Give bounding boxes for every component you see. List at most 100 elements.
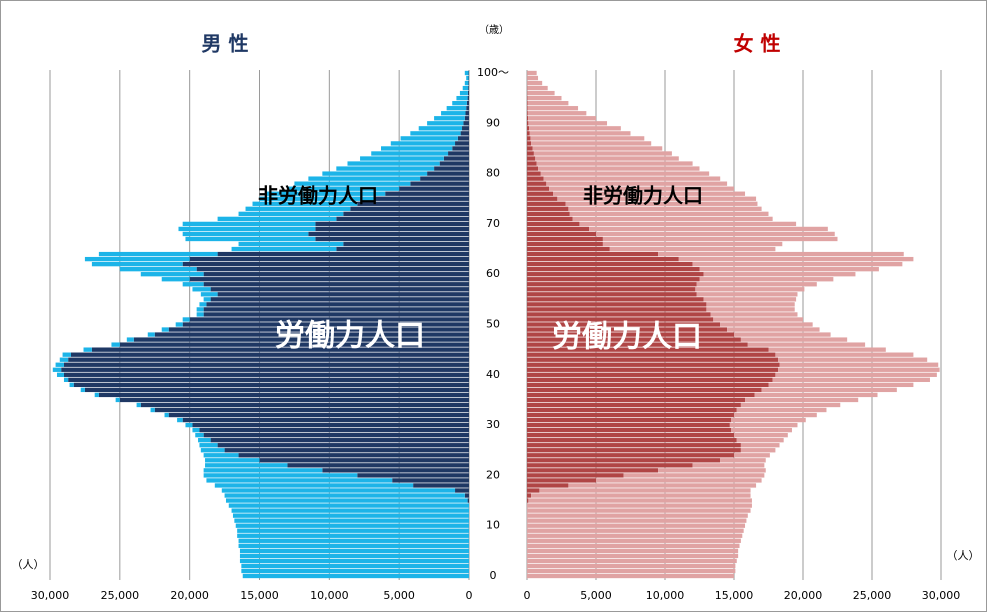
bar xyxy=(527,508,751,513)
bar xyxy=(196,312,204,317)
bar xyxy=(531,141,652,146)
bar xyxy=(238,538,469,543)
bar xyxy=(602,236,838,242)
bar xyxy=(543,176,721,181)
bar xyxy=(527,101,528,106)
bar xyxy=(446,106,467,111)
x-tick-label: 25,000 xyxy=(853,589,892,602)
bar xyxy=(527,317,714,322)
bar xyxy=(217,443,469,448)
bar xyxy=(729,422,798,428)
bar xyxy=(210,438,469,443)
bar xyxy=(706,307,795,312)
bar xyxy=(59,357,69,362)
bar xyxy=(696,282,817,287)
bar xyxy=(778,357,928,362)
bar xyxy=(609,246,776,252)
bar xyxy=(527,307,707,312)
bar xyxy=(539,488,751,493)
bar xyxy=(623,473,765,478)
y-tick-label: 90 xyxy=(486,116,500,129)
y-tick-label: 60 xyxy=(486,267,500,280)
bar xyxy=(459,90,468,96)
bar xyxy=(527,357,779,362)
y-tick-label: 10 xyxy=(486,519,500,532)
bar xyxy=(464,493,469,498)
bar xyxy=(452,101,467,106)
bar xyxy=(768,347,886,352)
bar xyxy=(527,518,747,523)
bar xyxy=(527,352,776,357)
bar xyxy=(185,422,193,428)
bar xyxy=(527,111,528,116)
bar xyxy=(55,362,64,367)
bar xyxy=(527,156,536,161)
bar xyxy=(527,186,550,191)
bar xyxy=(531,493,751,498)
bar xyxy=(527,302,707,307)
bar xyxy=(527,277,700,282)
bar xyxy=(456,95,468,101)
bar xyxy=(381,146,453,151)
bar xyxy=(527,402,741,408)
bar xyxy=(161,327,169,332)
bar xyxy=(527,488,540,493)
bar xyxy=(168,412,469,418)
bar xyxy=(189,256,469,262)
bar xyxy=(336,216,469,222)
bar xyxy=(527,95,562,101)
bar xyxy=(343,211,469,217)
y-tick-label: 80 xyxy=(486,167,500,180)
bar xyxy=(84,256,190,262)
bar xyxy=(119,267,197,272)
bar xyxy=(203,473,358,478)
bar xyxy=(463,121,469,126)
bar xyxy=(695,287,805,292)
bar xyxy=(527,201,566,206)
bar xyxy=(63,377,69,382)
bar xyxy=(357,201,469,206)
bar xyxy=(528,121,608,126)
bar xyxy=(234,518,469,523)
bar xyxy=(527,126,530,131)
bar xyxy=(692,463,765,468)
bar xyxy=(420,176,469,181)
bar xyxy=(315,226,469,232)
bar xyxy=(761,387,897,393)
bar xyxy=(527,151,534,156)
bar xyxy=(572,216,773,222)
bar xyxy=(527,111,587,116)
bar xyxy=(308,231,469,237)
bar xyxy=(217,292,469,297)
bar xyxy=(734,412,817,418)
bar xyxy=(527,553,739,559)
bar xyxy=(775,352,914,357)
bar xyxy=(734,453,770,458)
bar xyxy=(119,342,469,347)
bar xyxy=(199,443,218,448)
bar xyxy=(527,563,736,569)
x-tick-label: 30,000 xyxy=(922,589,961,602)
panel-title: 女 性 xyxy=(734,32,781,56)
bar xyxy=(371,151,449,156)
bar xyxy=(532,146,663,151)
bar xyxy=(527,85,548,91)
bar xyxy=(68,357,469,362)
bar xyxy=(455,141,469,146)
bar xyxy=(527,261,693,267)
bar xyxy=(266,191,386,196)
bar xyxy=(569,211,769,217)
bar xyxy=(546,181,728,186)
x-tick-label: 15,000 xyxy=(240,589,279,602)
bar xyxy=(527,422,730,428)
bar xyxy=(206,302,469,307)
bar xyxy=(527,206,569,211)
bar xyxy=(390,141,456,146)
bar xyxy=(527,548,739,554)
bar xyxy=(527,438,737,443)
bar xyxy=(357,473,469,478)
bar xyxy=(678,256,914,262)
bar xyxy=(527,533,743,538)
bar xyxy=(443,156,469,161)
